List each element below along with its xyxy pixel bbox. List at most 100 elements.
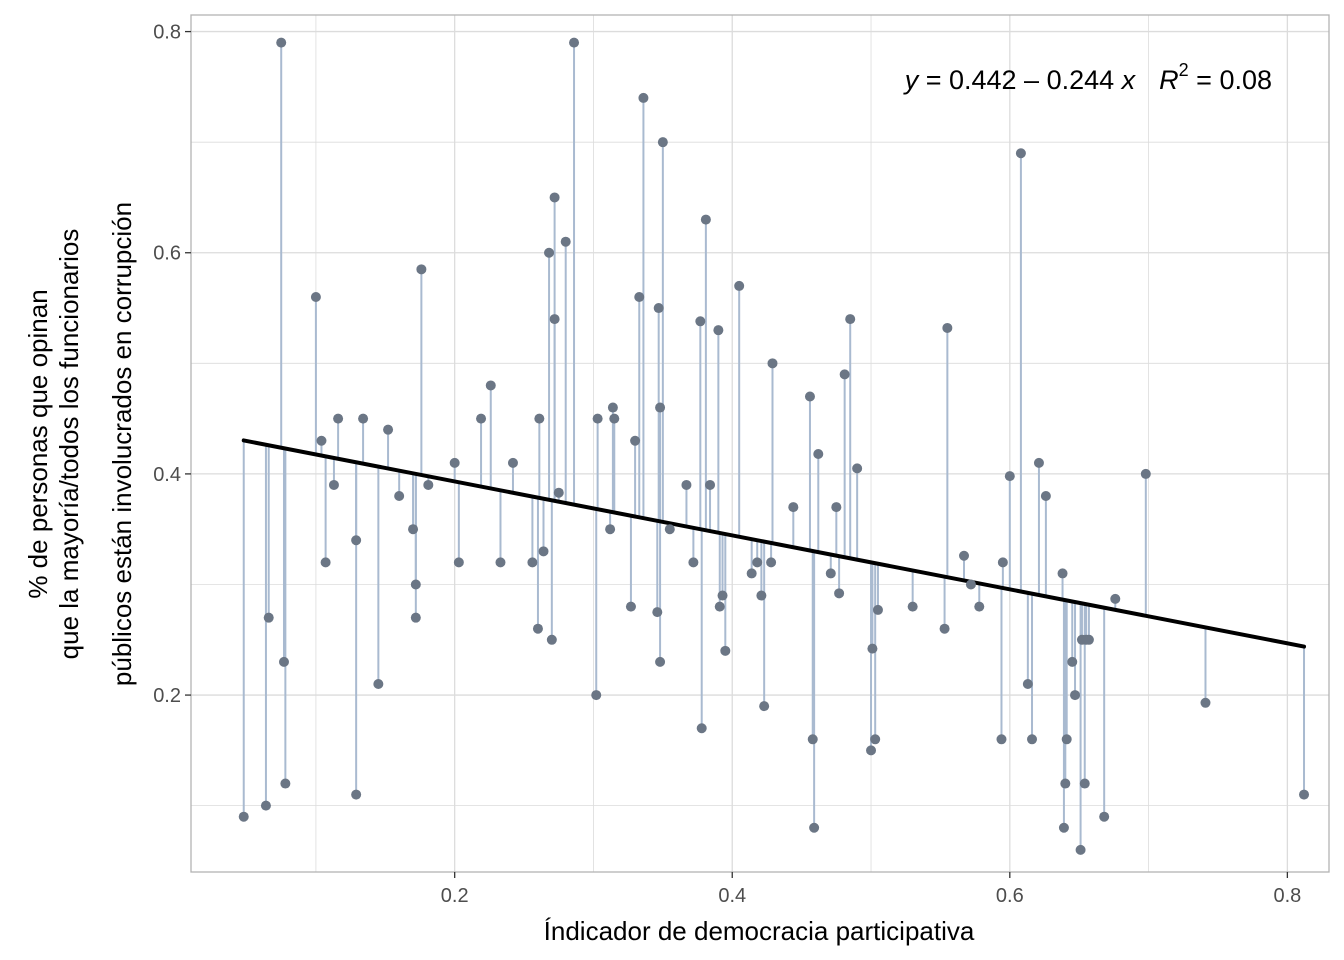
data-point-91 (974, 601, 985, 612)
data-point-105 (1070, 690, 1081, 701)
data-point-59 (705, 479, 716, 490)
data-point-30 (534, 413, 545, 424)
data-point-31 (538, 546, 549, 557)
data-point-8 (320, 557, 331, 568)
data-point-110 (1083, 634, 1094, 645)
data-point-41 (605, 524, 616, 535)
data-point-9 (328, 479, 339, 490)
data-point-60 (713, 325, 724, 336)
data-point-55 (688, 557, 699, 568)
data-point-115 (1299, 789, 1310, 800)
data-point-112 (1110, 593, 1121, 604)
data-point-15 (383, 424, 394, 435)
data-point-67 (756, 590, 767, 601)
x-tick-label-3: 0.8 (1273, 885, 1301, 907)
x-tick-label-1: 0.4 (718, 885, 746, 907)
data-point-68 (759, 701, 770, 712)
data-point-69 (766, 557, 777, 568)
data-point-36 (553, 487, 564, 498)
data-point-80 (845, 314, 856, 325)
data-point-99 (1040, 491, 1051, 502)
data-point-22 (449, 457, 460, 468)
data-point-47 (638, 92, 649, 103)
regression-annotation: y = 0.442 – 0.244 x R2 = 0.08 (903, 60, 1272, 95)
data-point-53 (664, 524, 675, 535)
data-point-49 (653, 303, 664, 314)
data-point-83 (867, 643, 878, 654)
data-point-4 (278, 656, 289, 667)
data-point-62 (717, 590, 728, 601)
data-point-42 (607, 402, 618, 413)
data-point-45 (630, 435, 641, 446)
data-point-85 (872, 604, 883, 615)
y-axis-title-line-3: públicos están involucrados en corrupció… (107, 202, 137, 686)
data-point-108 (1079, 778, 1090, 789)
x-tick-label-0: 0.2 (441, 885, 469, 907)
data-point-100 (1057, 568, 1068, 579)
data-point-101 (1058, 822, 1069, 833)
data-point-89 (959, 550, 970, 561)
regression-line (241, 438, 1307, 649)
data-point-33 (546, 634, 557, 645)
data-point-27 (507, 457, 518, 468)
data-point-40 (592, 413, 603, 424)
data-point-86 (907, 601, 918, 612)
data-point-79 (839, 369, 850, 380)
data-point-0 (238, 811, 249, 822)
data-point-23 (453, 557, 464, 568)
data-point-25 (485, 380, 496, 391)
data-point-70 (767, 358, 778, 369)
data-point-111 (1099, 811, 1110, 822)
data-point-113 (1140, 468, 1151, 479)
data-point-14 (373, 679, 384, 690)
data-point-103 (1061, 734, 1072, 745)
x-axis-ticks: 0.2 0.4 0.6 0.8 (441, 872, 1301, 907)
data-point-11 (351, 535, 362, 546)
data-point-81 (852, 463, 863, 474)
annotation-r-exponent: 2 (1179, 60, 1189, 80)
data-point-20 (416, 264, 427, 275)
residual-segments (242, 42, 1306, 850)
data-point-18 (410, 579, 421, 590)
data-point-94 (1004, 471, 1015, 482)
data-point-39 (591, 690, 602, 701)
data-point-3 (276, 37, 287, 48)
data-point-73 (807, 734, 818, 745)
data-point-28 (527, 557, 538, 568)
data-point-96 (1022, 679, 1033, 690)
y-tick-label-0: 0.2 (153, 685, 181, 707)
data-point-78 (834, 588, 845, 599)
x-axis-title: Índicador de democracia participativa (544, 916, 975, 946)
panel-border (190, 14, 1330, 873)
data-point-34 (549, 314, 560, 325)
data-point-75 (813, 449, 824, 460)
data-point-54 (681, 479, 692, 490)
data-point-63 (720, 645, 731, 656)
data-point-21 (423, 479, 434, 490)
data-point-104 (1067, 656, 1078, 667)
data-point-10 (333, 413, 344, 424)
data-point-56 (695, 316, 706, 327)
data-point-92 (996, 734, 1007, 745)
data-point-74 (809, 822, 820, 833)
data-point-66 (752, 557, 763, 568)
annotation-equation: = 0.442 – 0.244 (918, 65, 1121, 95)
data-point-65 (746, 568, 757, 579)
grid (191, 15, 1329, 872)
regression-line-layer (241, 438, 1307, 649)
data-point-1 (260, 800, 271, 811)
y-tick-label-3: 0.8 (153, 22, 181, 44)
data-point-29 (532, 623, 543, 634)
data-point-2 (263, 612, 274, 623)
data-point-19 (410, 612, 421, 623)
data-point-43 (609, 413, 620, 424)
data-point-77 (831, 502, 842, 513)
y-axis-title-line-1: % de personas que opinan (23, 289, 53, 598)
data-point-48 (652, 607, 663, 618)
data-point-76 (825, 568, 836, 579)
annotation-r-symbol: R (1159, 65, 1179, 95)
data-point-46 (634, 291, 645, 302)
y-tick-label-1: 0.4 (153, 464, 181, 486)
